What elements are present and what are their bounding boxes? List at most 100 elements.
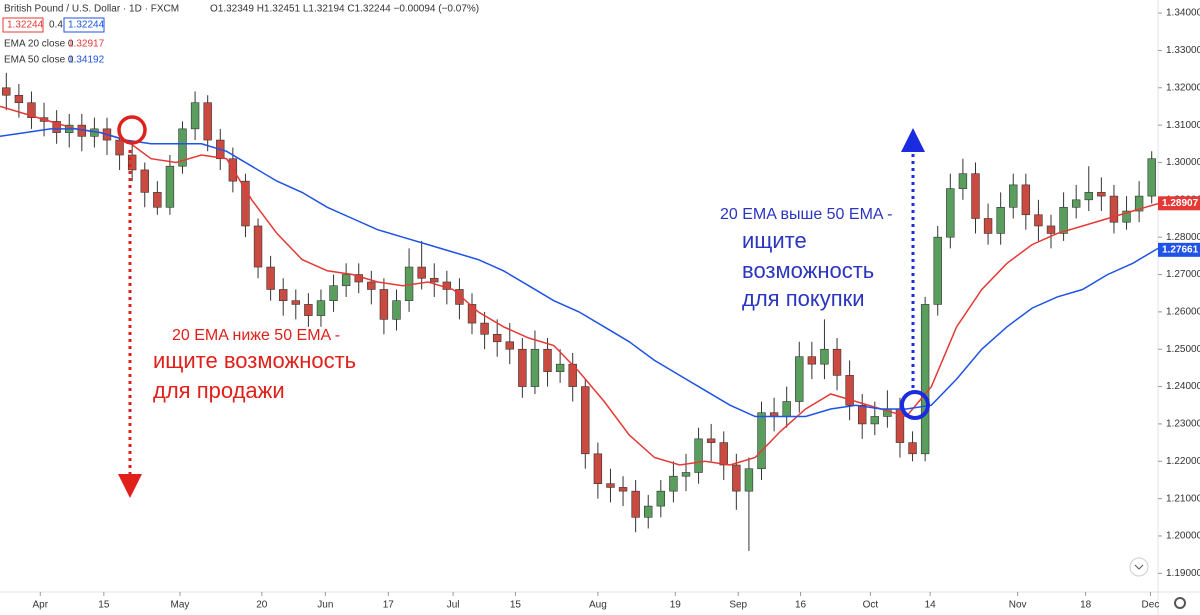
candle-body <box>2 87 11 96</box>
candle-body <box>480 322 489 335</box>
x-tick-label: 19 <box>670 600 682 611</box>
candle-body <box>367 281 376 290</box>
candle-body <box>555 363 565 372</box>
candle-body <box>694 438 703 473</box>
candle-body <box>1122 210 1131 223</box>
candle-body <box>543 348 552 372</box>
x-tick-label: 14 <box>925 600 937 611</box>
plot-area <box>0 72 1159 551</box>
candle-body <box>1021 184 1031 216</box>
candle-body <box>14 94 24 104</box>
legend-entry: EMA 20 close 0 <box>4 39 74 50</box>
candle-body <box>832 348 842 376</box>
annotation: для покупки <box>742 286 865 311</box>
ohlc-header: O1.32349 H1.32451 L1.32194 C1.32244 −0.0… <box>210 4 479 15</box>
candle-body <box>1147 158 1156 197</box>
x-tick-label: Dec <box>1142 600 1160 611</box>
settings-icon[interactable] <box>1174 597 1186 609</box>
candle-body <box>933 236 942 305</box>
candle-body <box>618 487 628 492</box>
candle-body <box>316 300 326 316</box>
candle-body <box>52 121 61 133</box>
candle-body <box>253 225 263 268</box>
y-tick-label: 1.20000 <box>1166 531 1200 542</box>
candle-body <box>946 188 955 238</box>
candle-body <box>505 341 514 350</box>
price-tag-label: 1.28907 <box>1162 198 1199 209</box>
candle-body <box>719 442 728 466</box>
y-tick-label: 1.33000 <box>1166 45 1200 56</box>
cross-circle <box>117 115 147 145</box>
candle-body <box>241 180 250 227</box>
candle-body <box>870 416 879 425</box>
candle-body <box>1134 195 1144 212</box>
candle-body <box>530 348 540 387</box>
ask-box <box>63 17 105 33</box>
y-tick-label: 1.19000 <box>1166 568 1200 579</box>
ema-line <box>0 105 1159 466</box>
annotation: ищите возможность <box>153 348 356 373</box>
candle-body <box>644 505 653 518</box>
candle-body <box>291 300 300 305</box>
y-tick-label: 1.21000 <box>1166 493 1200 504</box>
annotation: 20 EMA выше 50 EMA - <box>720 206 892 223</box>
candle-body <box>178 128 187 167</box>
candle-body <box>669 475 678 492</box>
candle-body <box>1009 184 1018 208</box>
y-tick-label: 1.22000 <box>1166 456 1200 467</box>
candle-body <box>115 139 124 156</box>
candle-body <box>379 289 389 320</box>
annotation: возможность <box>742 258 874 283</box>
y-tick-label: 1.32000 <box>1166 82 1200 93</box>
candle-body <box>845 375 854 406</box>
x-tick-label: 17 <box>383 600 395 611</box>
candle-body <box>958 173 968 189</box>
x-tick-label: 16 <box>795 600 807 611</box>
candle-body <box>807 356 817 365</box>
y-tick-label: 1.28000 <box>1166 232 1200 243</box>
gear[interactable] <box>1174 597 1186 609</box>
candle-body <box>492 333 502 343</box>
x-tick-label: 15 <box>98 600 110 611</box>
candle-body <box>1071 199 1081 208</box>
annotation: 20 EMA ниже 50 EMA - <box>172 327 340 344</box>
candle-body <box>392 300 401 320</box>
candle-body <box>455 289 464 305</box>
candle-body <box>140 169 149 193</box>
y-tick-label: 1.23000 <box>1166 419 1200 430</box>
candle-body <box>858 404 867 425</box>
header: British Pound / U.S. Dollar · 1D · FXCM … <box>0 0 479 68</box>
candle-body <box>996 206 1005 234</box>
x-tick-label: 18 <box>1080 600 1092 611</box>
legend-entry: EMA 50 close 0 <box>4 55 74 66</box>
x-tick-label: Apr <box>32 600 48 611</box>
x-tick-label: Sep <box>729 600 747 611</box>
candle-body <box>279 289 288 301</box>
candle-body <box>983 218 993 234</box>
y-tick-label: 1.30000 <box>1166 157 1200 168</box>
candle-body <box>757 412 766 470</box>
y-tick-label: 1.27000 <box>1166 269 1200 280</box>
candle-body <box>1109 195 1119 223</box>
candle-body <box>1059 206 1068 234</box>
x-tick-label: Nov <box>1009 600 1027 611</box>
symbol-title: British Pound / U.S. Dollar · 1D · FXCM <box>4 4 179 15</box>
candle-body <box>795 356 804 402</box>
scroll-button[interactable] <box>1129 557 1149 577</box>
candle-body <box>971 173 980 219</box>
candle-body <box>27 102 36 118</box>
candle-body <box>304 304 313 316</box>
candle-body <box>656 490 666 507</box>
candle-body <box>417 266 426 279</box>
candle-body <box>706 438 716 443</box>
spread: 0.4 <box>49 20 63 31</box>
x-tick-label: Aug <box>589 600 607 611</box>
scroll-icon <box>1134 564 1144 570</box>
candle-body <box>1034 214 1043 227</box>
bid-price: 1.32244 <box>7 20 44 31</box>
candle-body <box>908 442 917 455</box>
annotation: ищите <box>742 228 807 253</box>
